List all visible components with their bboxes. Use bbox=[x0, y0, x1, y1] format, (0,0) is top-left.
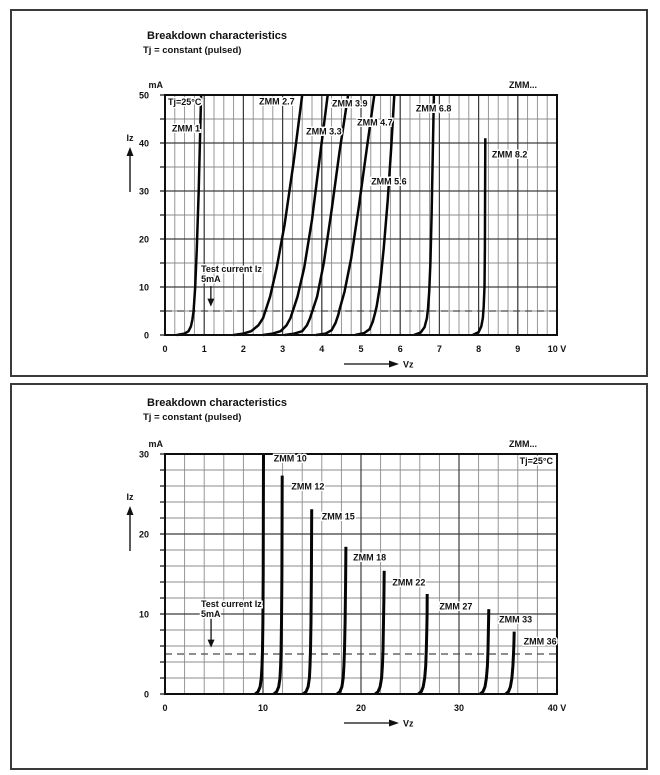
y-tick-label: 10 bbox=[139, 283, 149, 293]
series-label-ZMM-22: ZMM 22 bbox=[392, 578, 425, 588]
test-current-label-line2: 5mA bbox=[201, 609, 221, 619]
curve-ZMM-12 bbox=[272, 475, 284, 696]
series-label-ZMM-5-6: ZMM 5.6 bbox=[371, 176, 407, 186]
series-family-note: ZMM... bbox=[509, 439, 537, 449]
series-label-ZMM-3-3: ZMM 3.3 bbox=[306, 127, 342, 137]
chart-subtitle: Tj = constant (pulsed) bbox=[143, 45, 242, 56]
x-tick-label: 3 bbox=[280, 344, 285, 354]
curve-ZMM-15 bbox=[302, 509, 314, 696]
test-current-label-line1: Test current Iz bbox=[201, 599, 262, 609]
y-tick-label: 20 bbox=[139, 530, 149, 540]
series-label-ZMM-4-7: ZMM 4.7 bbox=[357, 117, 393, 127]
y-tick-label: 50 bbox=[139, 91, 149, 101]
chart-subtitle: Tj = constant (pulsed) bbox=[143, 412, 242, 423]
series-label-ZMM-12: ZMM 12 bbox=[291, 482, 324, 492]
curve-ZMM-22 bbox=[374, 570, 386, 696]
x-tick-label: 2 bbox=[241, 344, 246, 354]
y-tick-label: 0 bbox=[144, 690, 149, 700]
x-axis-quantity-label: Vz bbox=[403, 719, 414, 729]
y-tick-label: 10 bbox=[139, 610, 149, 620]
x-tick-label: 40 V bbox=[548, 703, 567, 713]
chart-title: Breakdown characteristics bbox=[147, 30, 288, 42]
curve-ZMM-2-7 bbox=[233, 94, 304, 337]
x-tick-label: 0 bbox=[162, 703, 167, 713]
series-label-ZMM-15: ZMM 15 bbox=[322, 512, 355, 522]
series-family-note: ZMM... bbox=[509, 80, 537, 90]
y-tick-label: 0 bbox=[144, 331, 149, 341]
bottom-chart-panel: Breakdown characteristics Tj = constant … bbox=[10, 383, 648, 770]
test-current-arrow-icon bbox=[207, 298, 215, 307]
curve-ZMM-3-3 bbox=[262, 94, 329, 337]
x-tick-label: 20 bbox=[356, 703, 366, 713]
iz-up-arrow-icon bbox=[126, 147, 134, 156]
curve-ZMM-1 bbox=[176, 94, 203, 337]
series-label-ZMM-27: ZMM 27 bbox=[439, 602, 472, 612]
curve-ZMM-5-6 bbox=[354, 94, 396, 337]
y-tick-label: 20 bbox=[139, 235, 149, 245]
curve-ZMM-3-9 bbox=[284, 94, 350, 337]
x-axis-quantity-label: Vz bbox=[403, 360, 414, 370]
test-current-label-line1: Test current Iz bbox=[201, 264, 262, 274]
series-label-ZMM-6-8: ZMM 6.8 bbox=[416, 103, 452, 113]
series-label-ZMM-1: ZMM 1 bbox=[172, 124, 200, 134]
x-tick-label: 7 bbox=[437, 344, 442, 354]
series-label-ZMM-2-7: ZMM 2.7 bbox=[259, 97, 295, 107]
condition-label: Tj=25°C bbox=[520, 456, 554, 466]
series-label-ZMM-33: ZMM 33 bbox=[499, 614, 532, 624]
chart-title: Breakdown characteristics bbox=[147, 397, 288, 409]
x-tick-label: 4 bbox=[319, 344, 324, 354]
curve-ZMM-4-7 bbox=[315, 94, 376, 337]
vz-right-arrow-icon bbox=[389, 360, 399, 368]
x-tick-label: 10 V bbox=[548, 344, 567, 354]
curve-ZMM-33 bbox=[479, 609, 491, 696]
condition-label: Tj=25°C bbox=[168, 97, 202, 107]
series-label-ZMM-36: ZMM 36 bbox=[524, 637, 557, 647]
vz-right-arrow-icon bbox=[389, 719, 399, 727]
series-label-ZMM-18: ZMM 18 bbox=[353, 553, 386, 563]
test-current-arrow-icon bbox=[207, 639, 215, 648]
series-label-ZMM-3-9: ZMM 3.9 bbox=[332, 99, 368, 109]
iz-up-arrow-icon bbox=[126, 506, 134, 515]
x-tick-label: 10 bbox=[258, 703, 268, 713]
y-axis-quantity-label: Iz bbox=[126, 492, 134, 502]
curve-ZMM-18 bbox=[336, 546, 348, 696]
y-tick-label: 40 bbox=[139, 139, 149, 149]
x-tick-label: 6 bbox=[398, 344, 403, 354]
series-label-ZMM-10: ZMM 10 bbox=[274, 454, 307, 464]
test-current-label-line2: 5mA bbox=[201, 274, 221, 284]
curve-ZMM-27 bbox=[417, 593, 429, 696]
plot-border bbox=[164, 453, 558, 695]
curve-ZMM-36 bbox=[504, 631, 516, 696]
x-tick-label: 5 bbox=[358, 344, 363, 354]
curve-ZMM-8-2 bbox=[472, 138, 487, 337]
y-tick-label: 30 bbox=[139, 187, 149, 197]
x-tick-label: 30 bbox=[454, 703, 464, 713]
curve-ZMM-6-8 bbox=[413, 94, 436, 337]
series-label-ZMM-8-2: ZMM 8.2 bbox=[492, 150, 528, 160]
x-tick-label: 1 bbox=[202, 344, 207, 354]
curve-ZMM-10 bbox=[254, 453, 265, 696]
x-tick-label: 0 bbox=[162, 344, 167, 354]
x-tick-label: 9 bbox=[515, 344, 520, 354]
x-tick-label: 8 bbox=[476, 344, 481, 354]
y-axis-unit-label: mA bbox=[148, 80, 163, 90]
y-axis-unit-label: mA bbox=[148, 439, 163, 449]
y-axis-quantity-label: Iz bbox=[126, 133, 134, 143]
top-chart-panel: Breakdown characteristics Tj = constant … bbox=[10, 9, 648, 377]
y-tick-label: 30 bbox=[139, 450, 149, 460]
